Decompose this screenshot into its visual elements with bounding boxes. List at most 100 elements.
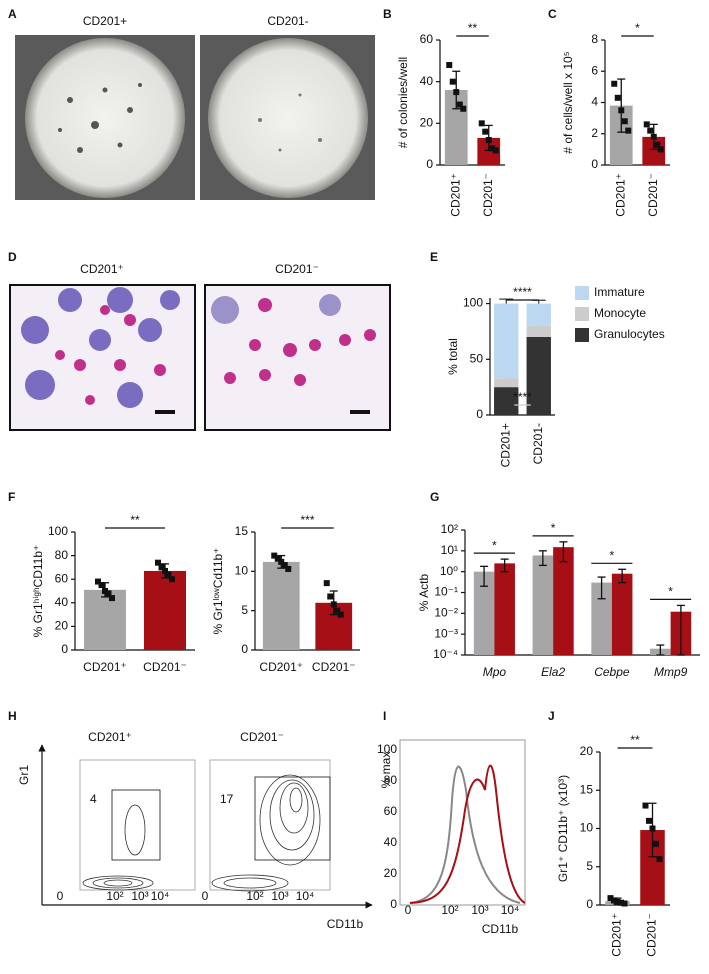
contour-plots [38,744,373,909]
panel-letter: A [8,7,17,21]
x-tick-label: CD201⁻ [481,173,495,217]
bar [477,137,501,165]
y-tick-label: 20 [384,866,398,880]
panel-letter: I [383,709,386,723]
x-tick-label: 0 [57,889,64,903]
bar-segment [526,337,551,415]
x-tick-label: 10² [106,889,123,903]
y-tick-label: 0 [241,642,248,656]
y-tick-label: 80 [384,773,398,787]
data-point [95,578,101,585]
y-tick-label: 20 [420,116,434,130]
bar [591,582,612,655]
x-tick-label: 0 [405,903,412,917]
y-tick-label: 50 [470,351,484,365]
x-tick-label: CD201⁻ [645,913,659,957]
y-tick-label: 0 [426,157,433,171]
data-point [285,565,292,572]
data-point [656,856,663,863]
significance: ** [630,733,640,747]
panel-letter: C [548,7,557,21]
data-point [478,120,485,127]
data-point [449,78,456,85]
x-tick-label: 10⁴ [501,903,520,917]
data-point [456,101,463,108]
y-tick-label: 100 [48,524,68,538]
data-point [460,105,467,112]
significance: ** [130,513,140,527]
data-point [611,80,618,87]
y-axis-label: # of cells/well x 10⁵ [561,51,575,153]
data-point [271,552,278,559]
data-point [654,141,661,148]
significance: * [635,21,640,35]
significance: **** [513,390,532,404]
data-point [657,146,664,153]
x-tick-label: 0 [202,889,209,903]
axis-label: % max [379,752,393,789]
data-point [278,558,285,565]
y-tick-label: 40 [420,74,434,88]
x-tick-label: CD201⁻ [312,660,356,674]
y-tick-label: 10 [580,821,594,835]
y-tick-label: 10¹ [441,543,458,557]
x-tick-label: 10⁴ [151,889,170,903]
y-axis-label: % Gr1ˡᵒʷCd11b⁺ [211,548,225,635]
y-tick-label: 10⁻² [434,606,458,620]
data-point [485,137,492,143]
y-tick-label: 80 [55,548,69,562]
data-point [165,571,172,578]
bar-segment [526,303,551,326]
y-tick-label: 20 [55,619,69,633]
y-tick-label: 0 [586,897,593,911]
bar [553,547,574,655]
bar [473,571,495,655]
bar-segment [494,387,519,415]
x-tick-label: CD201+ [498,423,512,467]
y-tick-label: 10⁻³ [434,626,458,640]
x-tick-label: 10³ [131,889,148,903]
data-point [607,895,614,902]
data-point [643,121,650,128]
data-point [653,840,659,847]
x-tick-label: CD201⁺ [448,173,462,217]
data-point [647,127,654,134]
data-point [109,595,115,602]
y-tick-label: 40 [384,835,398,849]
bar [262,561,300,650]
x-tick-label: Ela2 [541,665,565,679]
data-point [158,564,165,571]
significance: *** [300,513,314,527]
y-tick-label: 100 [377,742,397,756]
x-tick-label: 10³ [471,903,488,917]
y-tick-label: 5 [586,859,593,873]
gate-value: 17 [220,792,234,806]
data-point [281,562,288,569]
plot-label: CD201⁺ [88,730,132,744]
legend-swatch [575,307,589,321]
legend-label: Granulocytes [594,327,665,341]
y-tick-label: 8 [591,32,598,46]
data-point [98,582,105,589]
y-axis-label: % total [446,338,460,375]
bar [84,589,126,650]
data-point [169,576,175,583]
data-point [611,897,617,904]
axis-label: CD11b [327,917,364,931]
legend-swatch [575,286,589,300]
plot-label: CD201⁻ [240,730,284,744]
y-tick-label: 10⁻¹ [434,585,458,599]
data-point [453,89,460,96]
data-point [614,898,621,905]
significance: **** [513,285,532,299]
y-tick-label: 60 [384,804,398,818]
data-point [614,94,621,101]
x-tick-label: CD201⁻ [646,173,660,217]
y-tick-label: 0 [390,897,397,911]
axis-label: Gr1 [17,765,31,785]
image-label: CD201⁻ [275,262,319,276]
y-tick-label: 4 [591,95,598,109]
bar-segment [494,303,519,379]
x-tick-label: Mpo [483,665,507,679]
x-tick-label: 10⁴ [296,889,315,903]
